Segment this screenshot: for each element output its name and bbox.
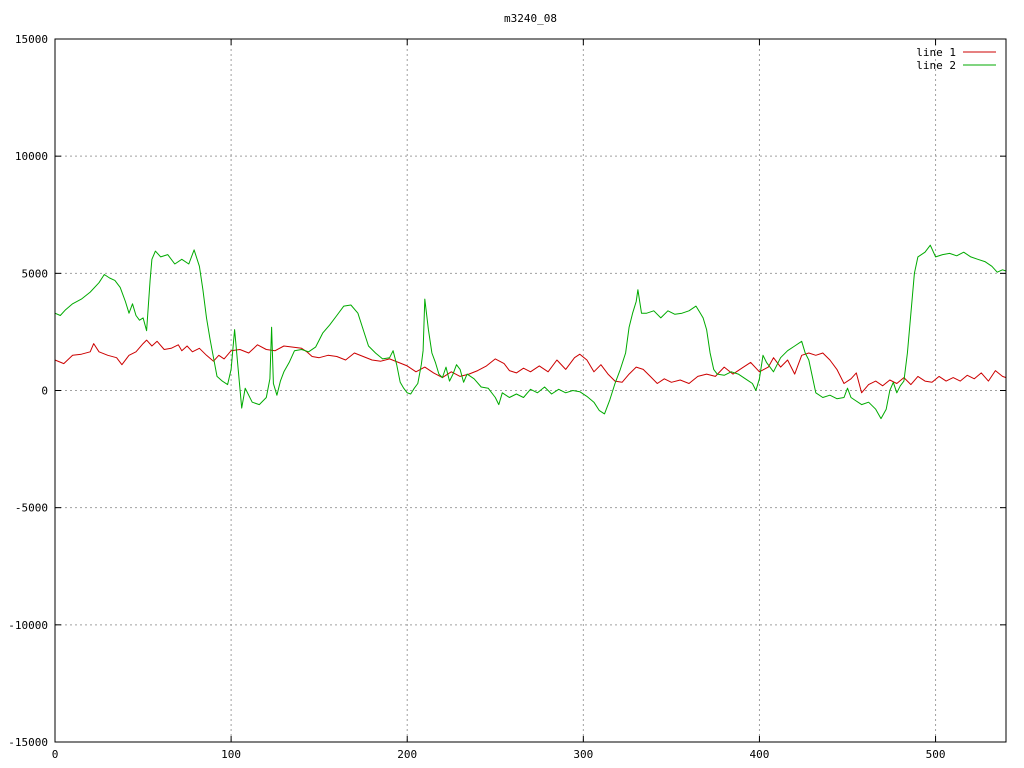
x-tick-label: 300	[573, 748, 593, 761]
y-tick-label: 0	[41, 385, 48, 398]
series-layer	[54, 244, 1007, 420]
tick-labels: 0 100 200 300 400 500 -15000 -10000 -5000 0 5000 10…	[8, 33, 945, 761]
y-tick-label: 15000	[15, 33, 48, 46]
y-tick-label: 10000	[15, 150, 48, 163]
x-tick-label: 0	[52, 748, 59, 761]
x-tick-label: 100	[221, 748, 241, 761]
legend-label-2: line 2	[916, 59, 956, 72]
y-tick-label: -15000	[8, 736, 48, 749]
y-tick-label: -10000	[8, 619, 48, 632]
series-line-2	[54, 244, 1007, 420]
y-tick-label: 5000	[22, 267, 49, 280]
legend-label-1: line 1	[916, 46, 956, 59]
ticks	[54, 38, 1006, 743]
y-tick-label: -5000	[15, 502, 48, 515]
series-line-1	[54, 339, 1007, 394]
chart-title: m3240_08	[504, 12, 557, 25]
grid	[55, 39, 1006, 742]
x-tick-label: 500	[926, 748, 946, 761]
x-tick-label: 200	[397, 748, 417, 761]
x-tick-label: 400	[750, 748, 770, 761]
